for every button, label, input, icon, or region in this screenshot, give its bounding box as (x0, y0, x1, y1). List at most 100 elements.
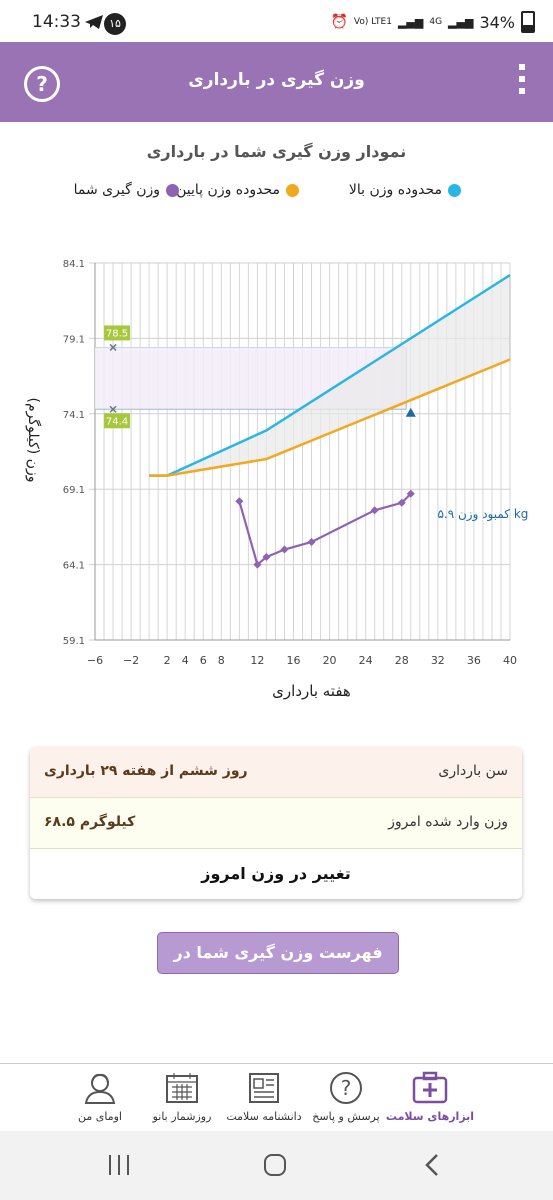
deficit-marker (405, 407, 416, 417)
calendar-icon (166, 1073, 198, 1103)
legend-dot-lower (286, 183, 299, 197)
back-icon[interactable] (420, 1153, 446, 1177)
nav-item-qa[interactable]: ? پرسش و پاسخ (300, 1070, 392, 1123)
legend-item-upper: محدوده وزن بالا (349, 182, 461, 198)
x-tick-label: 36 (467, 654, 481, 667)
help-icon[interactable]: ? (24, 66, 60, 102)
legend-item-lower: محدوده وزن پایین (176, 182, 299, 198)
your-weight-point (307, 537, 316, 546)
weight-chart: 59.164.169.174.179.184.1−6 −2 2 4 6 8 12 16 20 24… (63, 259, 529, 667)
x-tick-label: 24 (359, 654, 373, 667)
signal-icon-2: ▂▄▆ (448, 15, 474, 29)
x-tick-label: 16 (286, 654, 300, 667)
home-icon[interactable] (262, 1153, 288, 1177)
network-label: Vo) LTE1 (353, 17, 392, 27)
row-pregnancy-age: سن بارداری روز ششم از هفته ۲۹ بارداری (30, 747, 522, 798)
lower-range-line (149, 358, 511, 477)
newspaper-icon (249, 1073, 279, 1103)
status-indicators: ⏰ Vo) LTE1 ▂▄▆ 4G ▂▄▆ 34% (330, 11, 535, 33)
target-value-label: 74.4 (106, 416, 128, 427)
recent-apps-icon[interactable] (106, 1153, 132, 1177)
battery-icon (521, 11, 535, 33)
deficit-annotation: کمبود وزن ۵.۹ kg (437, 507, 528, 522)
legend-item-yours: وزن گیری شما (74, 182, 179, 198)
nav-item-health-tools[interactable]: ابزارهای سلامت (384, 1070, 476, 1123)
y-tick-label: 84.1 (63, 259, 85, 270)
x-tick-label: 32 (431, 654, 445, 667)
telegram-icon (85, 15, 103, 29)
today-weight-label: وزن وارد شده امروز (388, 814, 508, 830)
bottom-nav: ابزارهای سلامت ? پرسش و پاسخ دانشنامه سل… (0, 1063, 553, 1132)
y-tick-label: 74.1 (63, 410, 85, 421)
signal-icon: ▂▄▆ (397, 15, 424, 29)
nav-label-profile: اومای من (78, 1110, 122, 1123)
x-tick-label: 6 (200, 654, 207, 667)
status-bar: 14:33 ۱۵ ⏰ Vo) LTE1 ▂▄▆ 4G ▂▄▆ 34% (0, 0, 553, 42)
x-tick-label: 2 (164, 654, 171, 667)
more-menu-icon[interactable] (519, 64, 525, 100)
your-weight-point (262, 553, 271, 562)
your-weight-point (235, 497, 244, 506)
target-marker (109, 405, 117, 413)
your-weight-point (280, 545, 289, 554)
y-tick-label: 59.1 (63, 636, 85, 647)
page-title: وزن گیری در بارداری (188, 70, 365, 90)
pregnancy-age-label: سن بارداری (438, 763, 508, 779)
chart-title: نمودار وزن گیری شما در بارداری (146, 142, 407, 161)
x-tick-label: −6 (87, 654, 103, 667)
your-weight-point (370, 506, 379, 515)
nav-item-profile[interactable]: اومای من (54, 1070, 146, 1123)
x-tick-label: 28 (395, 654, 409, 667)
row-today-weight: وزن وارد شده امروز ۶۸.۵ کیلوگرم (30, 798, 522, 849)
nav-item-encyclopedia[interactable]: دانشنامه سلامت (218, 1070, 310, 1123)
nav-label-encyclopedia: دانشنامه سلامت (226, 1110, 302, 1123)
alarm-icon: ⏰ (330, 14, 348, 30)
weight-list-button[interactable]: فهرست وزن گیری شما در بارداری (157, 932, 399, 1002)
x-tick-label: 12 (250, 654, 264, 667)
notification-badge: ۱۵ (104, 13, 126, 35)
svg-text:وزن (کیلوگرم): وزن (کیلوگرم) (25, 398, 42, 483)
row-weight-change[interactable]: تغییر در وزن امروز (30, 849, 522, 899)
y-tick-label: 79.1 (63, 334, 85, 345)
app-bar: ? وزن گیری در بارداری (0, 42, 553, 122)
x-tick-label: −2 (123, 654, 139, 667)
today-weight-value: ۶۸.۵ کیلوگرم (44, 814, 136, 830)
target-marker (109, 343, 117, 351)
x-axis-label: هفته بارداری (272, 682, 351, 700)
network-label-2: 4G (429, 17, 443, 27)
nav-label-health-tools: ابزارهای سلامت (385, 1110, 475, 1123)
system-nav-bar (0, 1131, 553, 1200)
nav-item-calendar[interactable]: روزشمار بانو (136, 1070, 228, 1123)
legend-label-lower: محدوده وزن پایین (176, 182, 280, 198)
range-area (149, 275, 510, 476)
x-tick-label: 20 (323, 654, 337, 667)
target-value-label: 78.5 (106, 328, 128, 339)
y-tick-label: 69.1 (63, 485, 85, 496)
nav-label-calendar: روزشمار بانو (152, 1110, 212, 1123)
question-icon: ? (330, 1072, 362, 1104)
x-tick-label: 4 (182, 654, 189, 667)
legend-dot-upper (448, 183, 461, 197)
pregnancy-age-value: روز ششم از هفته ۲۹ بارداری (44, 763, 248, 779)
x-tick-label: 40 (503, 654, 517, 667)
your-weight-point (397, 498, 406, 507)
target-value-badge (104, 413, 131, 429)
status-time: 14:33 (32, 12, 81, 32)
your-weight-point (406, 489, 415, 498)
nav-label-qa: پرسش و پاسخ (312, 1110, 380, 1123)
y-tick-label: 64.1 (63, 561, 85, 572)
x-tick-label: 8 (218, 654, 225, 667)
battery-level: 34% (479, 12, 515, 32)
your-weight-point (253, 560, 262, 569)
legend-label-yours: وزن گیری شما (73, 182, 160, 198)
info-card: سن بارداری روز ششم از هفته ۲۹ بارداری وز… (30, 747, 522, 899)
weight-change-label: تغییر در وزن امروز (201, 864, 351, 883)
target-value-badge (104, 325, 131, 341)
your-weight-line (238, 492, 412, 567)
legend-label-upper: محدوده وزن بالا (348, 182, 442, 198)
medical-kit-icon (412, 1071, 448, 1104)
y-axis-label: وزن (کیلوگرم) (25, 398, 42, 483)
svg-text:?: ? (341, 1076, 352, 1100)
profile-icon (84, 1073, 116, 1104)
legend-dot-yours (166, 183, 179, 197)
